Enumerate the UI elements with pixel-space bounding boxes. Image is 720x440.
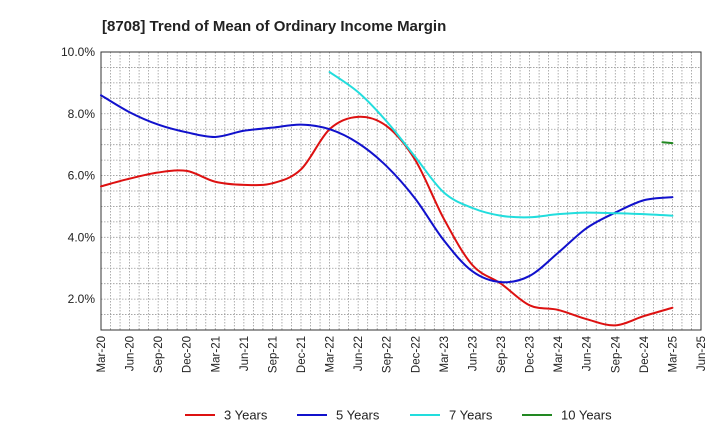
plot-area — [100, 51, 702, 331]
x-tick-label: Mar-25 — [667, 336, 679, 372]
x-tick-label: Sep-23 — [496, 336, 508, 373]
x-tick-label: Mar-23 — [439, 336, 451, 372]
chart-title: [8708] Trend of Mean of Ordinary Income … — [102, 18, 446, 35]
series-line — [661, 141, 674, 145]
x-tick-label: Jun-20 — [125, 336, 137, 371]
x-tick-label: Mar-21 — [210, 336, 222, 372]
legend-label: 3 Years — [224, 408, 268, 423]
x-tick-label: Sep-21 — [267, 336, 279, 373]
legend: 3 Years 5 Years 7 Years 10 Years — [185, 408, 612, 423]
y-tick-label: 10.0% — [61, 45, 95, 59]
y-axis: 2.0% 4.0% 6.0% 8.0% 10.0% — [61, 45, 95, 306]
x-tick-label: Jun-25 — [696, 336, 708, 371]
x-tick-label: Dec-20 — [182, 336, 194, 373]
x-tick-label: Dec-23 — [525, 336, 537, 373]
x-tick-label: Sep-20 — [153, 336, 165, 373]
legend-label: 7 Years — [449, 408, 493, 423]
x-tick-label: Mar-24 — [553, 335, 565, 372]
series-line — [328, 71, 674, 219]
y-tick-label: 8.0% — [68, 107, 96, 121]
y-tick-label: 2.0% — [68, 292, 96, 306]
series-line — [100, 115, 674, 327]
x-tick-label: Dec-21 — [296, 336, 308, 373]
legend-label: 5 Years — [336, 408, 380, 423]
x-axis: Mar-20 Jun-20 Sep-20 Dec-20 Mar-21 Jun-21 Sep-… — [96, 335, 708, 373]
legend-label: 10 Years — [561, 408, 612, 423]
series-lines — [100, 71, 674, 327]
x-tick-label: Dec-22 — [410, 336, 422, 373]
x-tick-label: Jun-23 — [467, 336, 479, 371]
x-tick-label: Mar-22 — [325, 336, 337, 372]
x-tick-label: Dec-24 — [639, 335, 651, 373]
x-tick-label: Sep-22 — [382, 336, 394, 373]
y-tick-label: 4.0% — [68, 230, 96, 244]
y-tick-label: 6.0% — [68, 169, 96, 183]
x-tick-label: Jun-21 — [239, 336, 251, 371]
x-tick-label: Jun-24 — [582, 335, 594, 371]
x-tick-label: Sep-24 — [610, 335, 622, 373]
x-tick-label: Jun-22 — [353, 336, 365, 371]
grid-lines — [100, 51, 702, 331]
series-line — [100, 94, 674, 284]
x-tick-label: Mar-20 — [96, 336, 108, 372]
